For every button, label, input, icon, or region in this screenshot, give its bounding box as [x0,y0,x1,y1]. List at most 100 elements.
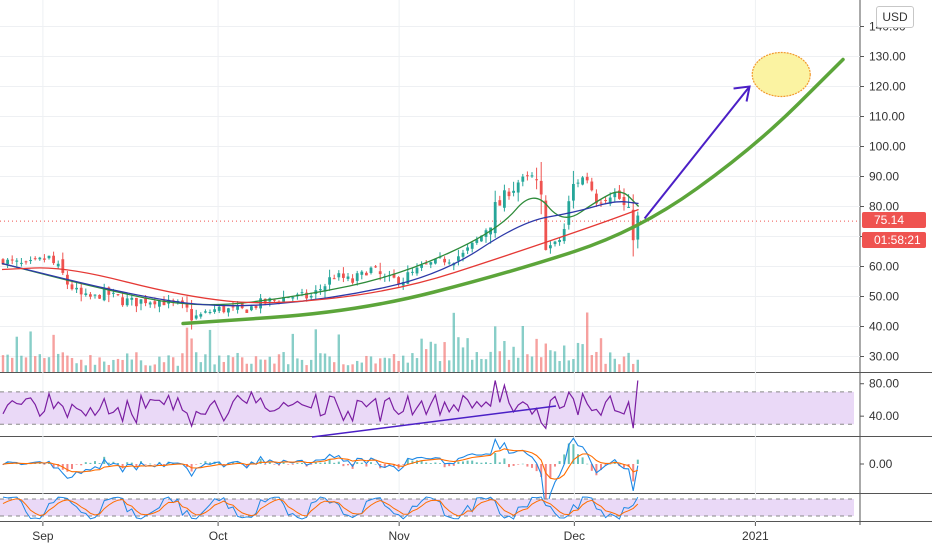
volume-bar [369,356,373,372]
candle-body [236,305,239,310]
candle-body [415,267,419,274]
last-price-label: 75.14 [862,212,926,228]
volume-bar [245,363,248,372]
macd-histogram-bar [52,464,55,468]
macd-histogram-bar [567,443,570,464]
volume-bar [153,364,156,372]
macd-histogram-bar [471,460,474,464]
growth-curve [181,57,845,326]
candle-body [15,260,19,262]
candle-body [328,277,331,285]
macd-histogram-bar [209,462,211,464]
stoch-band [0,499,854,516]
volume-bar [480,358,483,372]
volume-bar [296,358,299,372]
macd-histogram-bar [153,464,156,465]
volume-bar [213,364,216,372]
volume-bar [415,358,419,372]
candle-body [263,298,267,304]
candle-body [549,245,552,249]
candle-body [309,295,313,298]
candle-body [608,197,612,204]
macd-histogram-bar [43,464,46,465]
candle-body [259,298,262,309]
volume-bar [333,362,336,372]
macd-histogram-bar [512,464,515,466]
volume-bar [420,338,423,372]
macd-histogram-bar [600,464,602,471]
candle-body [397,277,400,284]
candle-body [627,206,630,208]
y-tick-label: 100.00 [869,140,906,154]
y-tick-label: 90.00 [869,170,899,184]
macd-histogram-bar [425,462,428,464]
volume-bar [411,353,414,372]
candle-body [305,292,308,299]
candle-body [98,294,101,299]
macd-histogram-bar [590,464,593,471]
trend-arrow [643,85,751,220]
candle-body [135,297,138,307]
volume-bar [328,356,331,372]
macd-histogram-bar [80,464,83,466]
volume-bar [429,341,432,372]
macd-histogram-bar [411,460,414,464]
rsi-y-tick-label: 80.00 [869,377,899,391]
volume-bar [544,343,547,372]
volume-bar [15,336,18,372]
macd-histogram-bar [429,463,432,464]
volume-bar [356,360,359,372]
candle-body [466,247,469,251]
macd-histogram-bar [259,458,262,464]
y-tick-label: 30.00 [869,350,899,364]
candle-body [323,286,327,292]
candle-body [461,252,465,257]
candle-body [401,282,405,286]
volume-bar [466,338,469,372]
macd-histogram-bar [48,462,50,464]
macd-histogram-bar [503,458,506,464]
candle-body [507,191,511,197]
candle-body [112,292,115,294]
candle-body [374,266,377,268]
candle-body [604,200,607,202]
candle-body [337,273,341,278]
candle-body [89,294,92,297]
macd-histogram-bar [370,462,372,464]
candle-body [365,272,368,276]
volume-bar [20,355,23,372]
macd-histogram-bar [558,461,561,464]
macd-histogram-bar [126,462,129,464]
macd-histogram-bar [383,464,386,468]
trend-arrow-head [733,85,751,102]
candle-body [470,242,474,249]
macd-histogram-bar [163,464,165,465]
candle-body [194,315,198,319]
candle-body [116,294,120,296]
candle-body [107,287,111,295]
volume-bar [84,365,87,372]
macd-histogram-bar [554,464,556,467]
candle-body [148,302,152,305]
volume-bar [310,359,313,372]
x-tick-label: Sep [32,529,54,543]
candle-body [319,289,322,291]
macd-histogram-bar [71,464,73,469]
currency-button[interactable]: USD [876,6,914,28]
volume-bar [66,355,69,372]
volume-bar [144,365,147,372]
macd-histogram-bar [314,462,317,464]
volume-bar [195,352,198,372]
volume-bar [158,356,161,372]
volume-bar [268,356,271,372]
candle-body [52,255,55,264]
macd-histogram-bar [535,464,538,472]
volume-bar [549,350,552,372]
candle-body [291,297,295,299]
candle-body [346,276,350,279]
y-tick-label: 130.00 [869,50,906,64]
volume-bar [475,352,478,372]
candle-body [434,259,437,264]
macd-histogram-bar [544,464,547,500]
